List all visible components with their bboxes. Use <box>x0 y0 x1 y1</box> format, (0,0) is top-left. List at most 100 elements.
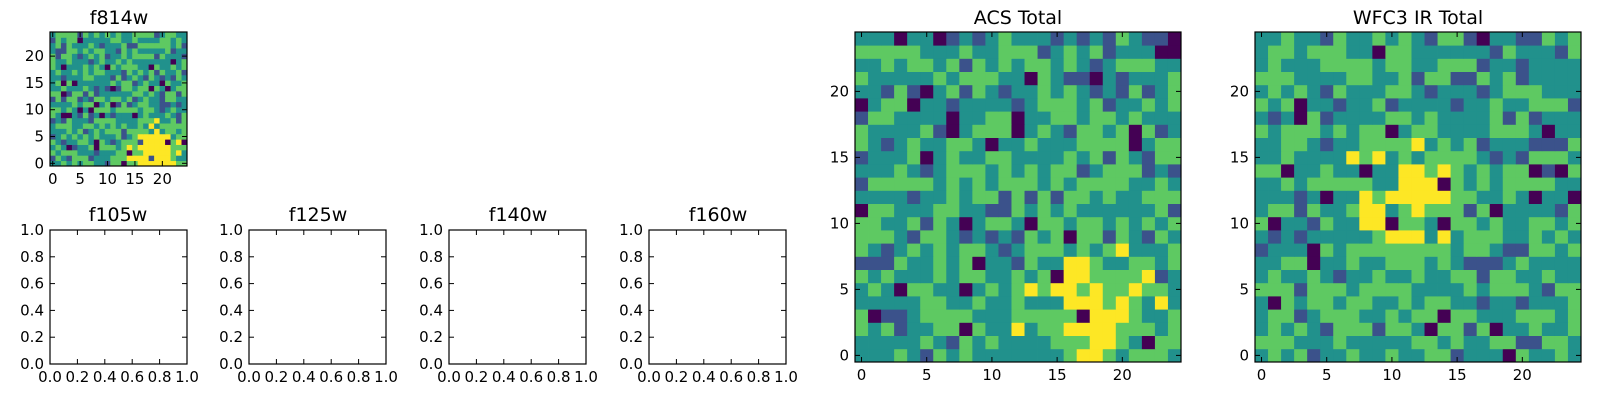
heatmap-cell <box>181 112 188 119</box>
heatmap-cell <box>1255 230 1269 244</box>
heatmap-cell <box>907 322 921 336</box>
heatmap-cell <box>1333 32 1347 46</box>
x-tick-label: 5 <box>922 366 932 384</box>
heatmap-cell <box>1307 164 1321 178</box>
heatmap-cell <box>165 149 171 156</box>
heatmap-cell <box>1398 58 1412 72</box>
heatmap-cell <box>1541 150 1556 165</box>
heatmap-cell <box>1115 256 1130 270</box>
heatmap-cell <box>881 296 895 310</box>
heatmap-cell <box>1385 137 1399 152</box>
x-tick-label: 0.0 <box>38 368 62 386</box>
heatmap-cell <box>1411 335 1425 350</box>
heatmap-cell <box>920 111 934 125</box>
heatmap-cell <box>1450 124 1465 138</box>
heatmap-cell <box>104 133 111 140</box>
heatmap-cell <box>1463 348 1478 363</box>
heatmap-cell <box>998 32 1012 46</box>
x-tick-label: 15 <box>1048 366 1067 384</box>
heatmap-cell <box>881 45 895 59</box>
heatmap-cell <box>868 269 882 284</box>
y-tick-label: 0.0 <box>619 355 643 373</box>
heatmap-cell <box>1424 203 1438 218</box>
heatmap-cell <box>55 107 62 113</box>
heatmap-cell <box>137 48 144 54</box>
heatmap-cell <box>1320 71 1334 86</box>
heatmap-cell <box>1307 124 1321 138</box>
heatmap-cell <box>104 123 111 129</box>
heatmap-cell <box>170 149 177 156</box>
heatmap-cell <box>1424 230 1438 244</box>
heatmap-cell <box>88 96 95 103</box>
heatmap-cell <box>181 74 188 81</box>
heatmap-cell <box>165 53 171 60</box>
heatmap-cell <box>170 112 177 119</box>
heatmap-cell <box>1154 243 1169 257</box>
heatmap-cell <box>55 96 62 103</box>
heatmap-cell <box>1268 177 1282 191</box>
heatmap-cell <box>132 53 139 60</box>
heatmap-cell <box>1307 150 1321 165</box>
heatmap-cell <box>82 48 89 54</box>
heatmap-cell <box>1050 216 1065 231</box>
heatmap-cell <box>66 107 73 113</box>
heatmap-cell <box>972 230 986 244</box>
heatmap-cell <box>126 117 133 124</box>
heatmap-cell <box>1320 45 1334 59</box>
heatmap-cell <box>855 45 869 59</box>
heatmap-cell <box>1424 45 1438 59</box>
heatmap-cell <box>154 107 160 113</box>
heatmap-cell <box>959 150 973 165</box>
y-tick-label: 0.0 <box>419 355 443 373</box>
heatmap-cell <box>1167 58 1182 72</box>
heatmap-cell <box>148 117 155 124</box>
heatmap-cell <box>165 48 171 54</box>
heatmap-cell <box>1281 164 1295 178</box>
heatmap-cell <box>137 90 144 97</box>
heatmap-cell <box>1489 98 1504 112</box>
heatmap-cell <box>881 84 895 99</box>
heatmap-cell <box>1333 269 1347 284</box>
heatmap-cell <box>1320 150 1334 165</box>
heatmap-cell <box>1102 58 1117 72</box>
heatmap-cell <box>1528 58 1543 72</box>
heatmap-cell <box>110 42 117 49</box>
y-tick-label: 0.2 <box>20 328 44 346</box>
heatmap-cell <box>1050 124 1065 138</box>
heatmap-cell <box>110 112 117 119</box>
heatmap-cell <box>933 58 947 72</box>
heatmap-cell <box>165 117 171 124</box>
heatmap-cell <box>1128 164 1143 178</box>
heatmap-cell <box>1528 335 1543 350</box>
heatmap-cell <box>1089 296 1104 310</box>
heatmap-cell <box>907 98 921 112</box>
heatmap-cell <box>998 203 1012 218</box>
heatmap-cell <box>1437 164 1451 178</box>
heatmap-cell <box>99 107 106 113</box>
x-tick-label: 0.4 <box>93 368 117 386</box>
heatmap-cell <box>66 37 73 44</box>
heatmap-cell <box>154 85 160 92</box>
y-tick-label: 1.0 <box>619 221 643 239</box>
heatmap-cell <box>93 96 100 103</box>
heatmap-cell <box>170 90 177 97</box>
heatmap-cell <box>881 111 895 125</box>
heatmap-cell <box>855 269 869 284</box>
heatmap-cell <box>60 42 67 49</box>
heatmap-cell <box>972 296 986 310</box>
heatmap-cell <box>170 42 177 49</box>
heatmap-cell <box>176 139 182 145</box>
heatmap-cell <box>868 84 882 99</box>
heatmap-cell <box>1294 230 1308 244</box>
heatmap-cell <box>855 256 869 270</box>
heatmap-cell <box>1502 282 1517 297</box>
heatmap-cell <box>1515 322 1530 336</box>
heatmap-cell <box>1372 322 1386 336</box>
heatmap-cell <box>1346 177 1360 191</box>
heatmap-cell <box>1024 322 1038 336</box>
heatmap-cell <box>881 58 895 72</box>
heatmap-cell <box>1424 58 1438 72</box>
heatmap-cell <box>82 74 89 81</box>
heatmap-cell <box>920 256 934 270</box>
heatmap-cell <box>1255 348 1269 363</box>
